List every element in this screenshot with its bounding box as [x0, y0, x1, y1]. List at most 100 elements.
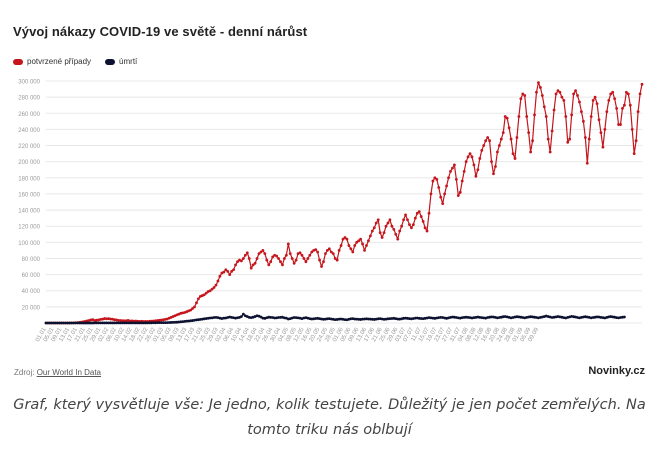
data-point-cases [290, 257, 294, 260]
data-point-deaths [118, 321, 122, 325]
data-point-cases [580, 110, 583, 114]
data-point-deaths [103, 321, 107, 325]
data-point-cases [478, 157, 482, 160]
data-point-cases [538, 86, 542, 89]
data-point-cases [521, 92, 525, 96]
data-point-cases [241, 257, 245, 260]
data-point-cases [396, 237, 400, 241]
data-point-deaths [68, 321, 71, 325]
data-point-cases [544, 115, 548, 118]
chart-title: Vývoj nákazy COVID-19 ve světě - denní n… [13, 24, 308, 39]
data-point-cases [255, 257, 259, 260]
data-point-cases [425, 229, 429, 233]
data-point-deaths [148, 321, 151, 325]
data-point-cases [431, 179, 435, 183]
data-point-cases [527, 131, 531, 135]
data-point-cases [597, 118, 601, 122]
data-point-cases [288, 252, 292, 256]
data-point-cases [343, 236, 347, 239]
data-point-cases [462, 169, 466, 173]
data-point-deaths [50, 321, 54, 325]
data-point-cases [476, 168, 480, 172]
data-point-cases [267, 263, 271, 267]
data-point-cases [560, 95, 564, 99]
chart-legend: potvrzené případy úmrtí [13, 57, 151, 66]
data-point-cases [546, 137, 550, 141]
series-line-cases [46, 82, 643, 324]
data-point-cases [437, 186, 441, 189]
data-point-cases [308, 253, 312, 257]
data-point-cases [380, 236, 384, 239]
data-point-deaths [99, 321, 103, 325]
data-point-cases [634, 139, 638, 143]
data-point-cases [517, 115, 521, 118]
data-point-cases [525, 115, 529, 118]
data-point-deaths [146, 321, 150, 325]
data-point-cases [247, 257, 251, 260]
data-point-cases [195, 301, 198, 305]
data-point-cases [212, 286, 216, 289]
data-point-cases [197, 297, 200, 301]
data-point-cases [372, 226, 376, 230]
data-point-cases [447, 176, 450, 180]
data-point-cases [453, 163, 456, 167]
data-point-cases [408, 223, 411, 226]
data-point-cases [466, 155, 470, 159]
data-point-cases [519, 97, 523, 101]
data-point-cases [339, 244, 343, 247]
data-point-cases [605, 110, 609, 114]
data-point-cases [589, 115, 593, 118]
data-point-cases [286, 242, 290, 246]
source-link[interactable]: Our World In Data [36, 368, 102, 377]
data-point-deaths [109, 321, 112, 325]
data-point-cases [621, 107, 624, 110]
data-point-cases [423, 226, 427, 230]
data-point-deaths [101, 321, 105, 325]
data-point-cases [492, 172, 495, 176]
data-point-deaths [56, 321, 60, 325]
data-point-cases [607, 98, 611, 102]
data-point-cases [216, 279, 220, 283]
data-point-cases [283, 257, 286, 260]
data-point-cases [406, 218, 409, 222]
data-point-cases [410, 226, 413, 230]
legend-swatch-cases [13, 58, 23, 65]
legend-item-deaths[interactable]: úmrtí [105, 57, 137, 66]
data-point-cases [460, 179, 464, 183]
data-point-cases [228, 273, 232, 276]
data-point-deaths [66, 321, 69, 325]
data-point-cases [617, 123, 620, 126]
data-point-cases [370, 229, 374, 233]
data-point-cases [613, 97, 617, 101]
data-point-cases [327, 247, 331, 251]
data-point-cases [316, 250, 320, 254]
data-point-deaths [138, 321, 142, 325]
data-point-cases [472, 163, 476, 167]
y-tick-label: 280 000 [18, 96, 40, 102]
data-point-deaths [111, 321, 114, 325]
data-point-cases [486, 136, 490, 139]
data-point-cases [556, 89, 560, 93]
data-point-deaths [93, 321, 97, 325]
legend-item-cases[interactable]: potvrzené případy [13, 57, 91, 66]
data-point-cases [558, 90, 562, 94]
data-point-cases [257, 252, 261, 256]
data-point-cases [595, 102, 599, 105]
data-point-cases [585, 161, 589, 165]
data-point-deaths [81, 321, 85, 325]
data-point-deaths [85, 321, 89, 325]
data-point-cases [515, 136, 519, 139]
data-point-cases [281, 263, 284, 267]
data-point-cases [421, 219, 425, 223]
data-point-cases [314, 248, 318, 251]
y-tick-label: 220 000 [18, 144, 40, 150]
legend-swatch-deaths [105, 58, 116, 65]
data-point-cases [523, 94, 527, 97]
data-point-deaths [116, 321, 120, 325]
data-point-cases [429, 192, 433, 196]
data-point-cases [542, 105, 546, 109]
data-point-cases [345, 237, 349, 241]
data-point-cases [261, 249, 265, 252]
data-point-cases [413, 216, 417, 220]
data-point-cases [302, 257, 306, 260]
